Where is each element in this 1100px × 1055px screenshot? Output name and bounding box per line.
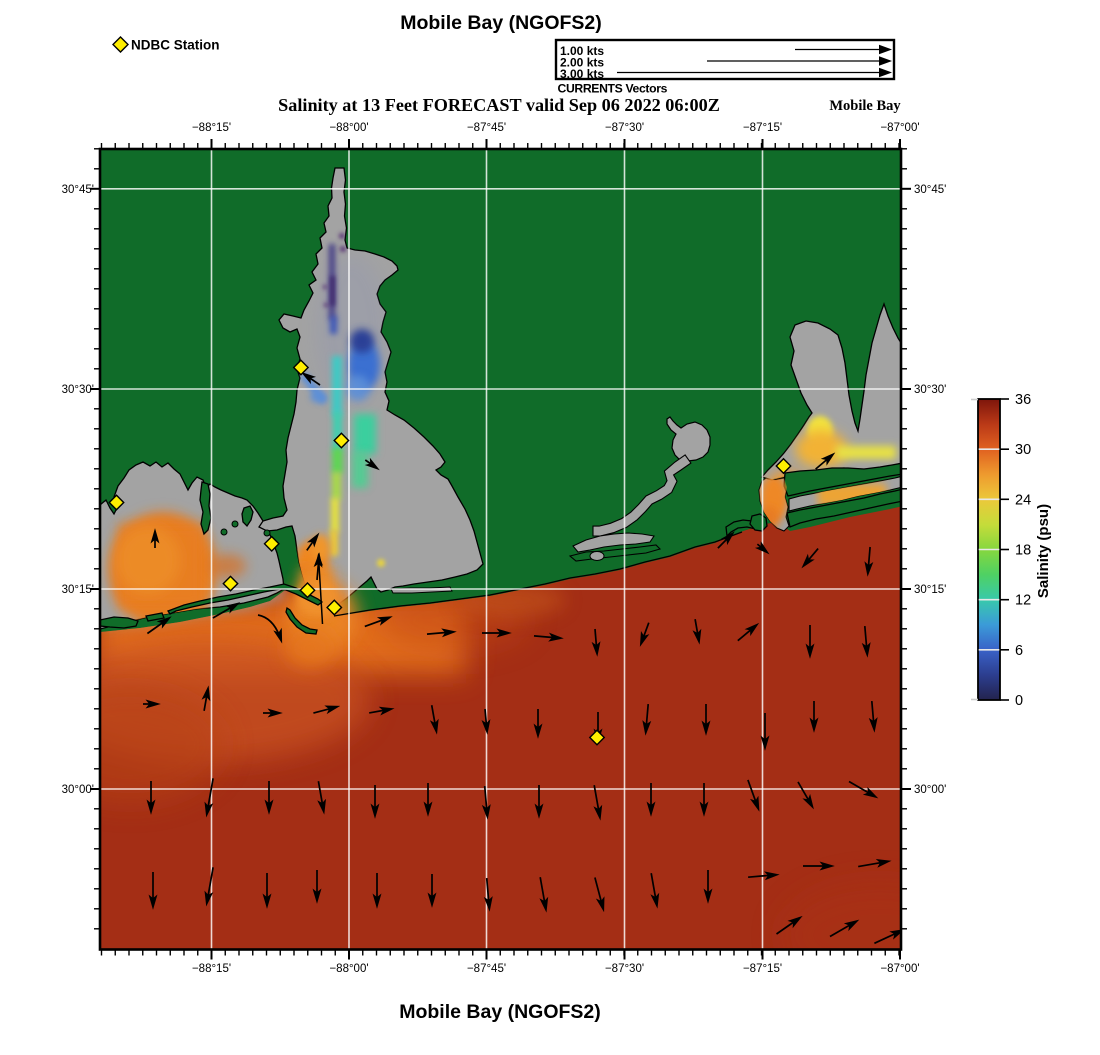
svg-text:Salinity at 13 Feet FORECAST v: Salinity at 13 Feet FORECAST valid Sep 0… [278,95,720,115]
svg-text:2.00 kts: 2.00 kts [560,56,604,70]
svg-text:30°15': 30°15' [914,584,946,596]
svg-text:30: 30 [1015,442,1031,458]
svg-text:30°15': 30°15' [62,584,94,596]
svg-text:30°45': 30°45' [914,184,946,196]
svg-text:30°30': 30°30' [914,384,946,396]
svg-text:−87°30': −87°30' [605,122,644,134]
svg-text:−87°00': −87°00' [880,963,919,975]
svg-text:18: 18 [1015,543,1031,559]
svg-text:−88°15': −88°15' [192,963,231,975]
svg-text:36: 36 [1015,392,1031,408]
svg-text:−87°15': −87°15' [743,122,782,134]
svg-text:30°45': 30°45' [62,184,94,196]
svg-text:24: 24 [1015,492,1031,508]
svg-text:Salinity (psu): Salinity (psu) [1035,504,1052,598]
svg-text:−88°00': −88°00' [329,122,368,134]
svg-text:−87°00': −87°00' [880,122,919,134]
svg-text:−87°15': −87°15' [743,963,782,975]
svg-text:0: 0 [1015,693,1023,709]
svg-text:−87°45': −87°45' [467,122,506,134]
svg-text:Mobile Bay (NGOFS2): Mobile Bay (NGOFS2) [399,1001,601,1023]
svg-text:3.00 kts: 3.00 kts [560,67,604,81]
svg-text:30°00': 30°00' [62,784,94,796]
svg-text:12: 12 [1015,593,1031,609]
svg-text:30°30': 30°30' [62,384,94,396]
svg-text:−88°00': −88°00' [329,963,368,975]
svg-text:−88°15': −88°15' [192,122,231,134]
svg-text:CURRENTS Vectors: CURRENTS Vectors [558,82,668,96]
svg-text:−87°30': −87°30' [605,963,644,975]
svg-text:6: 6 [1015,643,1023,659]
svg-text:30°00': 30°00' [914,784,946,796]
svg-text:Mobile Bay: Mobile Bay [829,98,901,114]
svg-text:NDBC Station: NDBC Station [131,38,220,53]
svg-text:−87°45': −87°45' [467,963,506,975]
svg-text:1.00 kts: 1.00 kts [560,44,604,58]
svg-text:Mobile Bay (NGOFS2): Mobile Bay (NGOFS2) [400,12,602,34]
